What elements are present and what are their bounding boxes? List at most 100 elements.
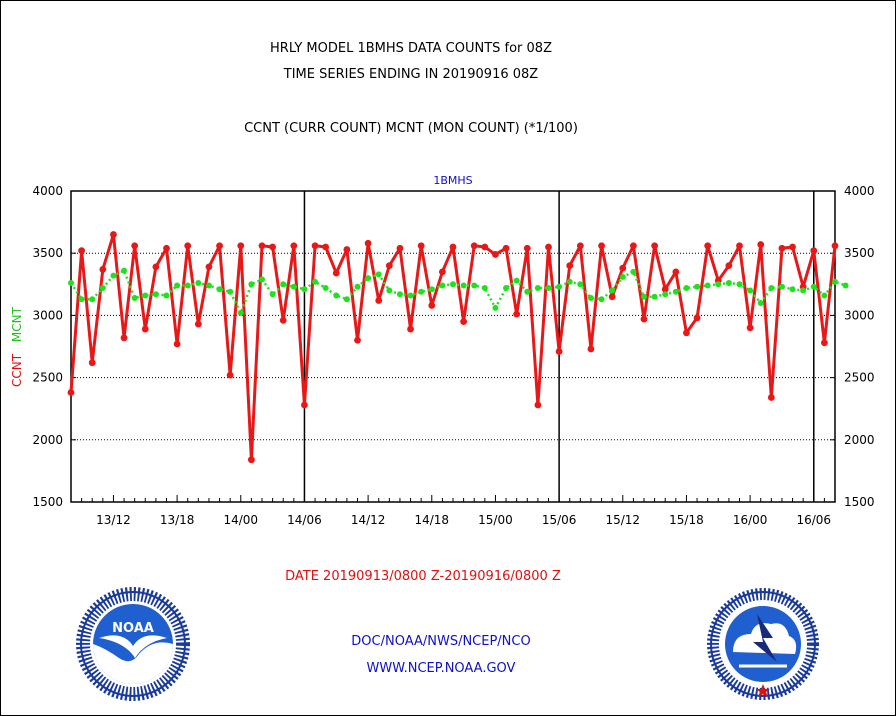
data-point-mcnt [810, 283, 817, 290]
data-point-ccnt [449, 243, 457, 251]
data-point-ccnt [163, 244, 170, 252]
data-point-mcnt [290, 283, 297, 290]
data-point-ccnt [438, 268, 446, 276]
data-point-mcnt [789, 286, 796, 293]
data-point-ccnt [216, 242, 223, 250]
data-point-ccnt [99, 265, 107, 273]
data-point-mcnt [131, 294, 138, 301]
data-point-mcnt [365, 275, 372, 282]
data-point-ccnt [492, 251, 499, 258]
data-point-ccnt [736, 242, 743, 250]
data-point-mcnt [121, 267, 128, 274]
data-point-ccnt [566, 262, 574, 270]
data-point-ccnt [576, 242, 584, 250]
data-point-mcnt [428, 286, 435, 293]
data-point-ccnt [725, 262, 733, 270]
data-point-ccnt [332, 269, 340, 277]
y-tick-label-right: 2000 [844, 433, 875, 447]
x-tick-label: 16/00 [733, 513, 768, 527]
data-point-ccnt [247, 456, 255, 464]
data-point-mcnt [747, 287, 754, 294]
y-tick-label-left: 3000 [32, 308, 63, 322]
data-point-mcnt [768, 285, 775, 292]
data-point-mcnt [142, 292, 149, 299]
data-point-ccnt [746, 324, 754, 332]
x-tick-label: 14/12 [351, 513, 386, 527]
data-point-mcnt [503, 285, 510, 292]
data-point-mcnt [439, 282, 446, 289]
data-point-mcnt [312, 278, 319, 285]
data-point-ccnt [428, 302, 436, 309]
data-point-ccnt [460, 318, 468, 326]
data-point-ccnt [672, 268, 680, 276]
data-point-ccnt [364, 239, 372, 247]
data-point-ccnt [619, 264, 627, 272]
data-point-mcnt [386, 287, 393, 294]
data-point-mcnt [587, 294, 594, 301]
data-point-mcnt [152, 291, 159, 298]
data-point-mcnt [704, 282, 711, 289]
data-point-ccnt [110, 231, 117, 238]
data-point-ccnt [683, 329, 690, 337]
data-point-mcnt [556, 283, 563, 290]
y-tick-label-left: 2500 [32, 371, 63, 385]
data-point-mcnt [227, 288, 234, 295]
data-point-ccnt [311, 242, 319, 250]
data-point-ccnt [258, 242, 266, 250]
data-point-mcnt [534, 285, 541, 292]
y-label-mcnt: MCNT [10, 306, 24, 342]
series-layer [67, 231, 849, 464]
data-point-ccnt [184, 242, 192, 250]
data-point-mcnt [513, 277, 520, 284]
chart-subtitle: CCNT (CURR COUNT) MCNT (MON COUNT) (*1/1… [244, 121, 578, 136]
data-point-mcnt [630, 268, 637, 275]
data-point-mcnt [694, 283, 701, 290]
data-point-mcnt [715, 281, 722, 288]
data-point-mcnt [651, 293, 658, 300]
data-point-mcnt [99, 285, 106, 292]
data-point-mcnt [460, 282, 467, 289]
data-point-mcnt [163, 292, 170, 299]
data-point-mcnt [736, 281, 743, 288]
data-point-ccnt [831, 242, 839, 250]
data-point-ccnt [545, 243, 552, 251]
plot-title: 1BMHS [433, 174, 472, 187]
data-point-ccnt [470, 242, 478, 250]
data-point-ccnt [587, 345, 595, 353]
data-point-ccnt [194, 320, 202, 328]
data-point-mcnt [110, 272, 117, 279]
data-point-mcnt [78, 296, 85, 303]
data-point-ccnt [757, 241, 765, 248]
data-point-ccnt [237, 242, 245, 250]
data-point-ccnt [778, 244, 786, 252]
data-point-mcnt [672, 288, 679, 295]
data-point-mcnt [842, 282, 849, 289]
data-point-ccnt [407, 325, 414, 333]
data-point-mcnt [343, 296, 350, 303]
date-range-label: DATE 20190913/0800 Z-20190916/0800 Z [285, 569, 561, 584]
data-point-mcnt [778, 283, 785, 290]
x-tick-label: 14/00 [223, 513, 258, 527]
chart-title-line1: HRLY MODEL 1BMHS DATA COUNTS for 08Z [270, 41, 552, 56]
data-point-mcnt [333, 292, 340, 299]
data-point-ccnt [141, 325, 149, 333]
data-point-ccnt [661, 285, 669, 293]
series-line-ccnt [69, 233, 837, 462]
data-point-ccnt [88, 359, 96, 367]
y-tick-label-right: 4000 [844, 184, 875, 198]
data-point-ccnt [481, 243, 489, 251]
x-tick-label: 15/06 [542, 513, 577, 527]
data-point-ccnt [502, 244, 510, 252]
data-point-mcnt [354, 283, 361, 290]
data-point-ccnt [120, 334, 128, 342]
data-point-ccnt [279, 316, 287, 324]
data-point-mcnt [619, 273, 626, 280]
data-point-mcnt [237, 309, 244, 316]
data-point-mcnt [450, 281, 456, 288]
data-point-mcnt [396, 291, 403, 298]
data-point-ccnt [820, 339, 828, 347]
data-point-mcnt [821, 292, 828, 299]
y-tick-label-right: 3500 [844, 246, 875, 260]
y-axis-ticks: 1500 1500 2000 2000 2500 2500 3000 3000 3500 3500… [32, 184, 874, 509]
